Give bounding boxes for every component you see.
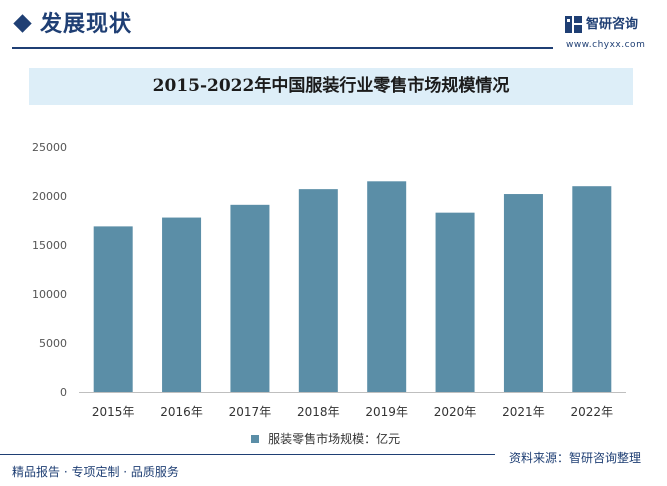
y-tick-label: 15000	[32, 239, 67, 252]
footer-divider	[0, 454, 495, 455]
chart-title-band: 2015-2022年中国服装行业零售市场规模情况	[29, 68, 633, 105]
x-tick-label: 2017年	[229, 405, 272, 419]
page-header: 发展现状 智研咨询 www.chyxx.com	[0, 0, 667, 56]
bar	[572, 186, 612, 392]
x-tick-label: 2015年	[92, 405, 135, 419]
bars	[93, 181, 612, 392]
x-tick-label: 2018年	[297, 405, 340, 419]
y-tick-label: 10000	[32, 288, 67, 301]
y-tick-label: 20000	[32, 190, 67, 203]
bar	[230, 204, 270, 392]
x-axis: 2015年 2016年 2017年 2018年 2019年 2020年 2021年 2022年	[92, 405, 613, 419]
legend-swatch	[251, 434, 259, 443]
logo-url: www.chyxx.com	[566, 40, 646, 50]
bar	[367, 181, 407, 392]
y-axis: 0 5000 10000 15000 20000 25000	[32, 141, 626, 399]
x-tick-label: 2021年	[502, 405, 545, 419]
x-tick-label: 2019年	[365, 405, 408, 419]
bar	[435, 212, 475, 392]
legend: 服装零售市场规模：亿元	[251, 428, 401, 446]
bar	[503, 194, 543, 392]
chart-title: 2015-2022年中国服装行业零售市场规模情况	[152, 76, 510, 96]
footer-slogan: 精品报告 · 专项定制 · 品质服务	[12, 465, 179, 479]
x-tick-label: 2016年	[160, 405, 203, 419]
y-tick-label: 0	[60, 386, 67, 399]
header-divider	[12, 47, 553, 49]
x-tick-label: 2020年	[434, 405, 477, 419]
logo-icon	[565, 16, 582, 33]
footer-source: 资料来源：智研咨询整理	[509, 451, 642, 465]
legend-label: 服装零售市场规模：亿元	[268, 432, 401, 446]
section-title: 发展现状	[40, 12, 133, 37]
logo-text: 智研咨询	[586, 17, 639, 32]
y-tick-label: 5000	[39, 337, 67, 350]
bar	[298, 189, 338, 392]
x-tick-label: 2022年	[571, 405, 614, 419]
bar	[93, 226, 133, 392]
bar	[162, 217, 202, 392]
y-tick-label: 25000	[32, 141, 67, 154]
